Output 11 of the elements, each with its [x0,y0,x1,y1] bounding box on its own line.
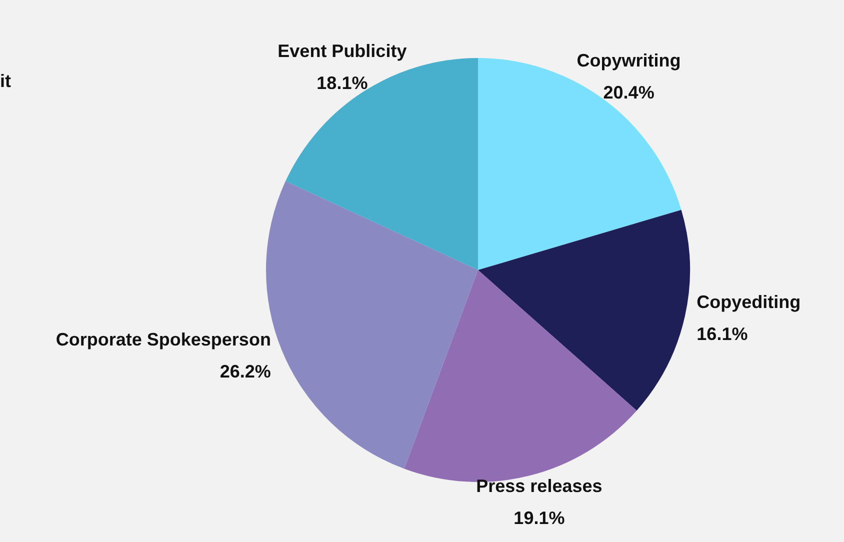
slice-label: Copyediting [696,292,801,312]
data-label: 26.2% [220,362,271,382]
data-label: 18.1% [316,72,368,93]
slice-label: Press releases [476,476,602,496]
data-label: 19.1% [514,508,565,528]
text: it [0,70,11,91]
data-label: 16.1% [696,324,748,344]
slice-label: Corporate Spokesperson [56,330,271,350]
slice-label: Copywriting [576,50,681,71]
data-label: 20.4% [603,82,654,103]
slice-label: Event Publicity [278,40,407,61]
